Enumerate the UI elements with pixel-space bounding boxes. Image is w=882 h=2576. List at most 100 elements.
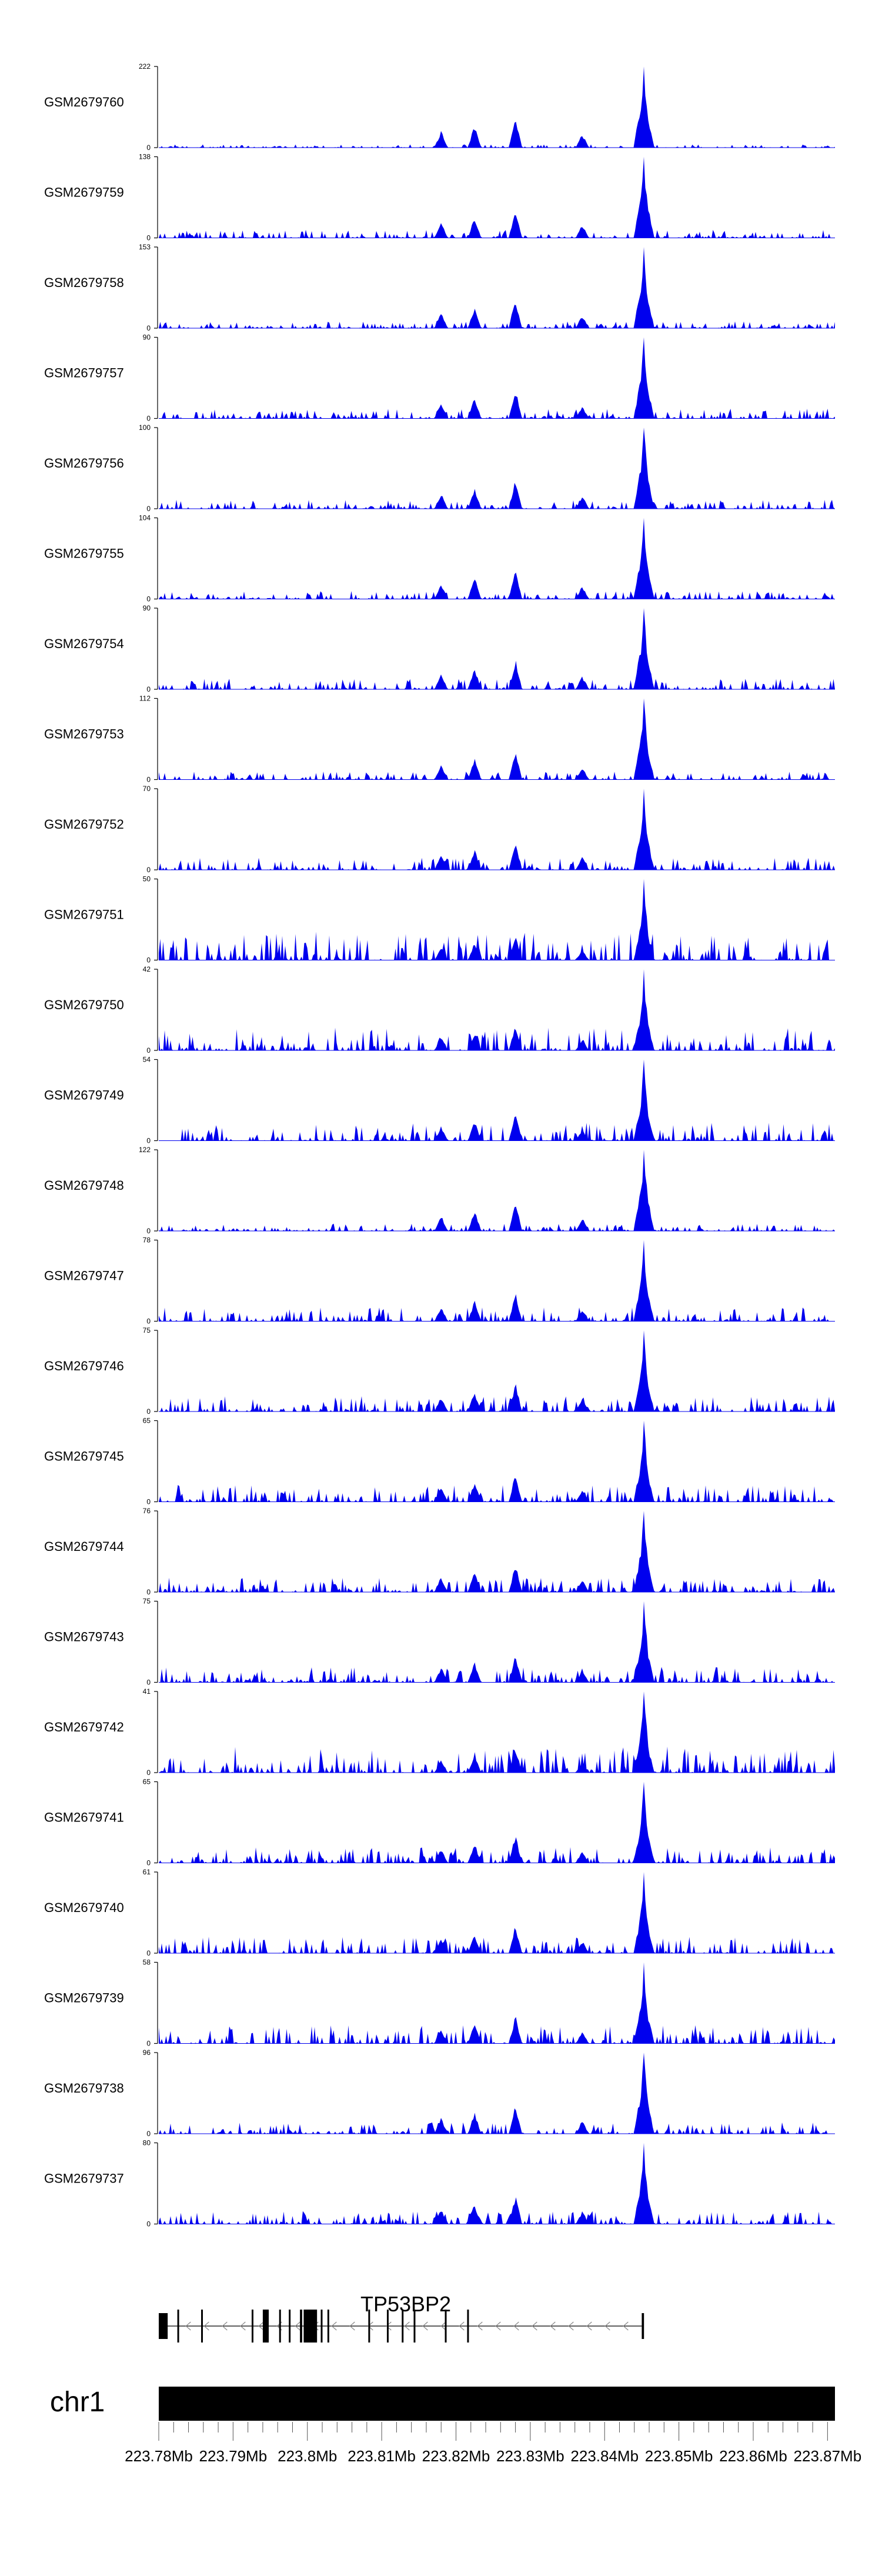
y-tick-min-label: 0 xyxy=(146,1407,151,1416)
track-GSM2679755: GSM2679755 104 0 xyxy=(44,514,835,603)
x-tick-label: 223.78Mb xyxy=(125,2447,193,2465)
track-label: GSM2679752 xyxy=(44,817,124,832)
exon-11 xyxy=(368,2310,370,2343)
y-tick-max-label: 112 xyxy=(139,695,151,703)
y-tick-max-label: 96 xyxy=(143,2048,151,2057)
coverage-area-GSM2679746 xyxy=(159,1330,835,1412)
y-tick-min-label: 0 xyxy=(146,1046,151,1055)
track-label: GSM2679754 xyxy=(44,636,124,651)
y-tick-max-label: 70 xyxy=(143,785,151,793)
coverage-area-GSM2679737 xyxy=(159,2143,835,2224)
exon-8 xyxy=(303,2310,318,2343)
strand-arrow xyxy=(440,2321,446,2331)
track-GSM2679754: GSM2679754 90 0 xyxy=(44,604,835,693)
y-tick-min-label: 0 xyxy=(146,2220,151,2228)
strand-arrow xyxy=(386,2321,392,2331)
y-tick-max-label: 75 xyxy=(143,1326,151,1334)
track-GSM2679746: GSM2679746 75 0 xyxy=(44,1326,835,1416)
exon-0 xyxy=(159,2313,168,2339)
strand-arrow xyxy=(550,2321,556,2331)
y-tick-max-label: 90 xyxy=(143,604,151,612)
strand-arrow xyxy=(404,2321,410,2331)
strand-arrow xyxy=(623,2321,629,2331)
y-tick-min-label: 0 xyxy=(146,866,151,874)
x-tick-label: 223.79Mb xyxy=(199,2447,268,2465)
y-tick-min-label: 0 xyxy=(146,1769,151,1777)
y-tick-max-label: 138 xyxy=(139,153,151,161)
exon-14 xyxy=(413,2310,416,2343)
track-GSM2679744: GSM2679744 76 0 xyxy=(44,1507,835,1596)
track-GSM2679749: GSM2679749 54 0 xyxy=(44,1056,835,1145)
track-label: GSM2679750 xyxy=(44,997,124,1012)
track-label: GSM2679743 xyxy=(44,1630,124,1644)
coverage-area-GSM2679750 xyxy=(159,969,835,1050)
track-GSM2679760: GSM2679760 222 0 xyxy=(44,62,835,152)
y-tick-min-label: 0 xyxy=(146,2130,151,2138)
coverage-area-GSM2679759 xyxy=(159,156,835,238)
exon-2 xyxy=(201,2310,203,2343)
strand-arrow xyxy=(604,2321,610,2331)
strand-arrow xyxy=(185,2321,191,2331)
x-tick-label: 223.8Mb xyxy=(278,2447,337,2465)
track-label: GSM2679744 xyxy=(44,1539,124,1554)
coverage-area-GSM2679738 xyxy=(159,2053,835,2134)
coverage-area-GSM2679752 xyxy=(159,789,835,870)
y-tick-max-label: 90 xyxy=(143,333,151,342)
y-tick-max-label: 50 xyxy=(143,875,151,883)
coverage-area-GSM2679747 xyxy=(159,1240,835,1322)
y-tick-max-label: 61 xyxy=(143,1868,151,1876)
track-label: GSM2679757 xyxy=(44,366,124,381)
exon-9 xyxy=(320,2310,323,2343)
x-tick-label: 223.82Mb xyxy=(422,2447,490,2465)
exon-16 xyxy=(467,2310,469,2343)
track-label: GSM2679747 xyxy=(44,1269,124,1283)
exon-10 xyxy=(327,2310,329,2343)
x-tick-label: 223.85Mb xyxy=(645,2447,713,2465)
y-tick-max-label: 153 xyxy=(139,243,151,251)
y-tick-max-label: 42 xyxy=(143,965,151,973)
coverage-area-GSM2679760 xyxy=(159,66,835,148)
track-label: GSM2679756 xyxy=(44,456,124,471)
coverage-area-GSM2679749 xyxy=(159,1059,835,1141)
strand-arrow xyxy=(477,2321,483,2331)
track-label: GSM2679748 xyxy=(44,1178,124,1193)
y-tick-min-label: 0 xyxy=(146,595,151,603)
y-tick-min-label: 0 xyxy=(146,1859,151,1867)
strand-arrow xyxy=(586,2321,592,2331)
track-label: GSM2679760 xyxy=(44,95,124,109)
strand-arrow xyxy=(532,2321,537,2331)
coverage-area-GSM2679744 xyxy=(159,1511,835,1592)
y-tick-min-label: 0 xyxy=(146,505,151,513)
exon-17 xyxy=(642,2313,644,2339)
exon-13 xyxy=(402,2310,404,2343)
coverage-area-GSM2679753 xyxy=(159,698,835,780)
y-tick-max-label: 100 xyxy=(139,423,151,432)
track-label: GSM2679742 xyxy=(44,1720,124,1734)
track-label: GSM2679738 xyxy=(44,2081,124,2095)
x-tick-label: 223.81Mb xyxy=(348,2447,416,2465)
y-tick-max-label: 80 xyxy=(143,2139,151,2147)
coverage-area-GSM2679740 xyxy=(159,1872,835,1953)
gene-name-label: TP53BP2 xyxy=(360,2292,451,2316)
chromosome-bar xyxy=(159,2387,835,2421)
track-GSM2679758: GSM2679758 153 0 xyxy=(44,243,835,332)
strand-arrow xyxy=(513,2321,519,2331)
coverage-tracks: GSM26797602220GSM26797591380GSM267975815… xyxy=(44,62,835,2228)
track-GSM2679741: GSM2679741 65 0 xyxy=(44,1778,835,1867)
y-tick-max-label: 122 xyxy=(139,1146,151,1154)
y-tick-max-label: 104 xyxy=(139,514,151,522)
track-GSM2679757: GSM2679757 90 0 xyxy=(44,333,835,423)
y-tick-min-label: 0 xyxy=(146,1588,151,1596)
y-tick-min-label: 0 xyxy=(146,1227,151,1235)
strand-arrow xyxy=(258,2321,264,2331)
y-tick-max-label: 65 xyxy=(143,1417,151,1425)
y-tick-min-label: 0 xyxy=(146,1498,151,1506)
track-GSM2679742: GSM2679742 41 0 xyxy=(44,1687,835,1777)
track-label: GSM2679746 xyxy=(44,1359,124,1373)
exon-5 xyxy=(279,2310,281,2343)
coverage-area-GSM2679751 xyxy=(159,879,835,960)
y-tick-min-label: 0 xyxy=(146,415,151,423)
y-tick-max-label: 76 xyxy=(143,1507,151,1515)
x-tick-label: 223.87Mb xyxy=(794,2447,862,2465)
